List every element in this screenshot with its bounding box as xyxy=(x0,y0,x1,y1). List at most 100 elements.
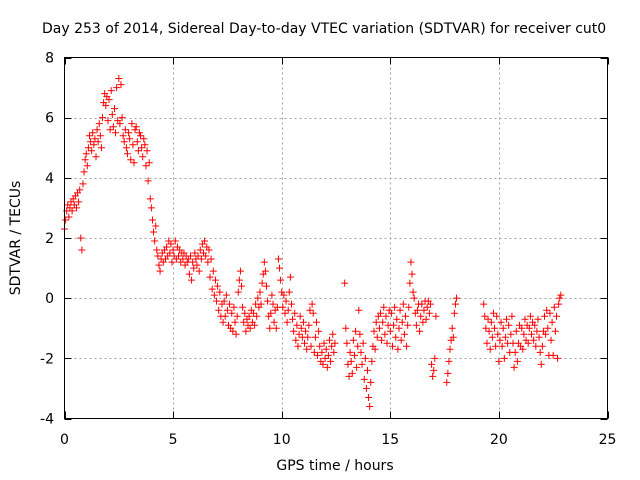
data-point xyxy=(419,318,427,326)
data-point xyxy=(429,372,437,380)
x-tick-labels: 0 5 10 15 20 25 xyxy=(60,432,616,448)
data-point xyxy=(155,261,163,269)
data-point xyxy=(510,363,518,371)
data-point xyxy=(239,303,247,311)
data-point xyxy=(544,324,552,332)
data-point xyxy=(375,324,383,332)
data-point xyxy=(279,303,287,311)
data-point xyxy=(215,306,223,314)
data-point xyxy=(156,267,164,275)
y-tick-label: 6 xyxy=(45,111,54,127)
data-point xyxy=(223,306,231,314)
data-point xyxy=(329,330,337,338)
data-point xyxy=(495,357,503,365)
data-point xyxy=(188,276,196,284)
data-point xyxy=(303,345,311,353)
data-point xyxy=(530,336,538,344)
data-point xyxy=(388,342,396,350)
data-point xyxy=(62,216,70,224)
data-point xyxy=(488,333,496,341)
data-point xyxy=(216,288,224,296)
data-point xyxy=(314,351,322,359)
data-point xyxy=(348,369,356,377)
data-point xyxy=(342,324,350,332)
data-point xyxy=(249,309,257,317)
data-point xyxy=(154,252,162,260)
data-point xyxy=(485,327,493,335)
data-point xyxy=(432,312,440,320)
data-point xyxy=(392,333,400,341)
data-point xyxy=(195,267,203,275)
data-point xyxy=(404,321,412,329)
data-point xyxy=(551,327,559,335)
data-point xyxy=(205,246,213,254)
data-point xyxy=(214,282,222,290)
data-point xyxy=(148,216,156,224)
data-point xyxy=(256,288,264,296)
data-point xyxy=(316,342,324,350)
data-point xyxy=(425,309,433,317)
data-point xyxy=(547,336,555,344)
data-point xyxy=(341,279,349,287)
data-point xyxy=(267,309,275,317)
data-point xyxy=(413,306,421,314)
plot-frame xyxy=(64,57,608,419)
data-point xyxy=(110,105,118,113)
data-point xyxy=(378,336,386,344)
data-point xyxy=(109,123,117,131)
data-point xyxy=(499,324,507,332)
data-point xyxy=(213,297,221,305)
data-point xyxy=(81,156,89,164)
data-point xyxy=(112,129,120,137)
data-point xyxy=(480,300,488,308)
data-point xyxy=(268,291,276,299)
data-point xyxy=(90,141,98,149)
data-point xyxy=(450,309,458,317)
data-point xyxy=(534,315,542,323)
data-point xyxy=(546,309,554,317)
data-point xyxy=(222,291,230,299)
data-point xyxy=(377,309,385,317)
data-point xyxy=(221,312,229,320)
data-point xyxy=(231,318,239,326)
data-point xyxy=(396,306,404,314)
data-point xyxy=(210,291,218,299)
data-point xyxy=(535,333,543,341)
data-point xyxy=(118,114,126,122)
data-point xyxy=(78,246,86,254)
data-point xyxy=(270,318,278,326)
data-point xyxy=(531,321,539,329)
data-point xyxy=(451,300,459,308)
axis-ticks xyxy=(64,57,609,420)
data-point xyxy=(77,234,85,242)
data-point xyxy=(308,300,316,308)
data-point xyxy=(196,246,204,254)
data-point xyxy=(131,126,139,134)
data-point xyxy=(287,300,295,308)
data-point xyxy=(207,255,215,263)
y-tick-label: 8 xyxy=(45,51,54,67)
data-point xyxy=(511,348,519,356)
data-point xyxy=(197,255,205,263)
data-point xyxy=(144,177,152,185)
data-point xyxy=(367,378,375,386)
data-point xyxy=(235,276,243,284)
data-points xyxy=(61,75,565,410)
y-tick-label: 4 xyxy=(45,171,54,187)
data-point xyxy=(233,312,241,320)
data-point xyxy=(355,306,363,314)
data-point xyxy=(387,309,395,317)
data-point xyxy=(323,363,331,371)
data-point xyxy=(99,114,107,122)
data-point xyxy=(493,312,501,320)
data-point xyxy=(229,327,237,335)
data-point xyxy=(185,270,193,278)
data-point xyxy=(285,288,293,296)
data-point xyxy=(68,207,76,215)
data-point xyxy=(186,252,194,260)
data-point xyxy=(356,330,364,338)
data-point xyxy=(246,324,254,332)
data-point xyxy=(448,324,456,332)
data-point xyxy=(370,327,378,335)
data-point xyxy=(368,357,376,365)
